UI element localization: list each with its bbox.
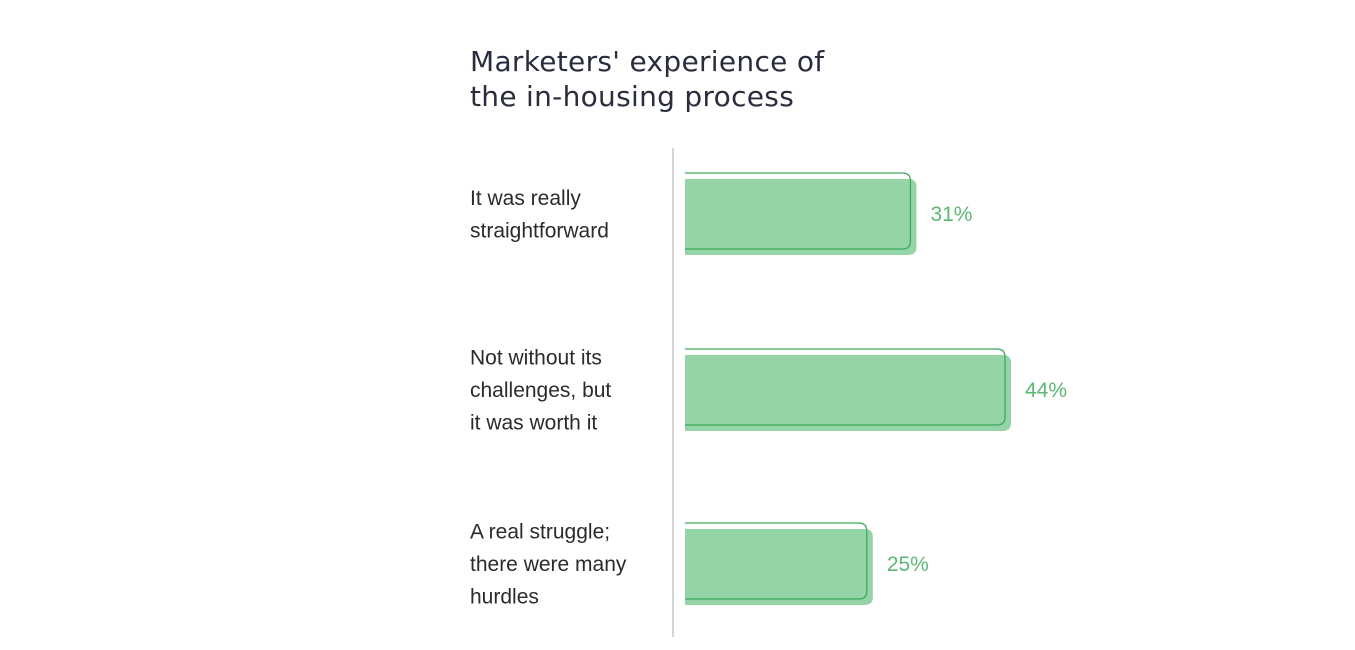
value-label-2: 44% (1025, 379, 1067, 402)
category-label-2-line-2: challenges, but (470, 379, 611, 402)
category-label-2-line-3: it was worth it (470, 412, 597, 435)
category-label-2-line-1: Not without its (470, 347, 602, 370)
category-label-3-line-1: A real struggle; (470, 521, 610, 544)
value-label-3: 25% (887, 553, 929, 576)
category-label-3: A real struggle; there were many hurdles (470, 521, 627, 609)
category-label-3-line-2: there were many (470, 553, 627, 576)
bar-outline-1 (685, 172, 912, 250)
bar-outline-3 (685, 522, 868, 600)
chart-title: Marketers' experience of the in-housing … (470, 44, 890, 114)
bar-fill-2 (685, 355, 1011, 431)
bar-fill-3 (685, 529, 873, 605)
bar-fill-1 (685, 179, 917, 255)
bar-outline-2 (685, 348, 1006, 426)
category-label-3-line-3: hurdles (470, 586, 539, 609)
chart-title-line-1: Marketers' experience of (470, 45, 825, 78)
value-label-1: 31% (930, 203, 972, 226)
chart-title-line-2: the in-housing process (470, 80, 795, 113)
category-label-1-line-2: straightforward (470, 219, 609, 242)
category-label-2: Not without its challenges, but it was wor… (470, 347, 611, 435)
category-label-1-line-1: It was really (470, 187, 581, 210)
category-label-1: It was really straightforward (470, 187, 609, 243)
